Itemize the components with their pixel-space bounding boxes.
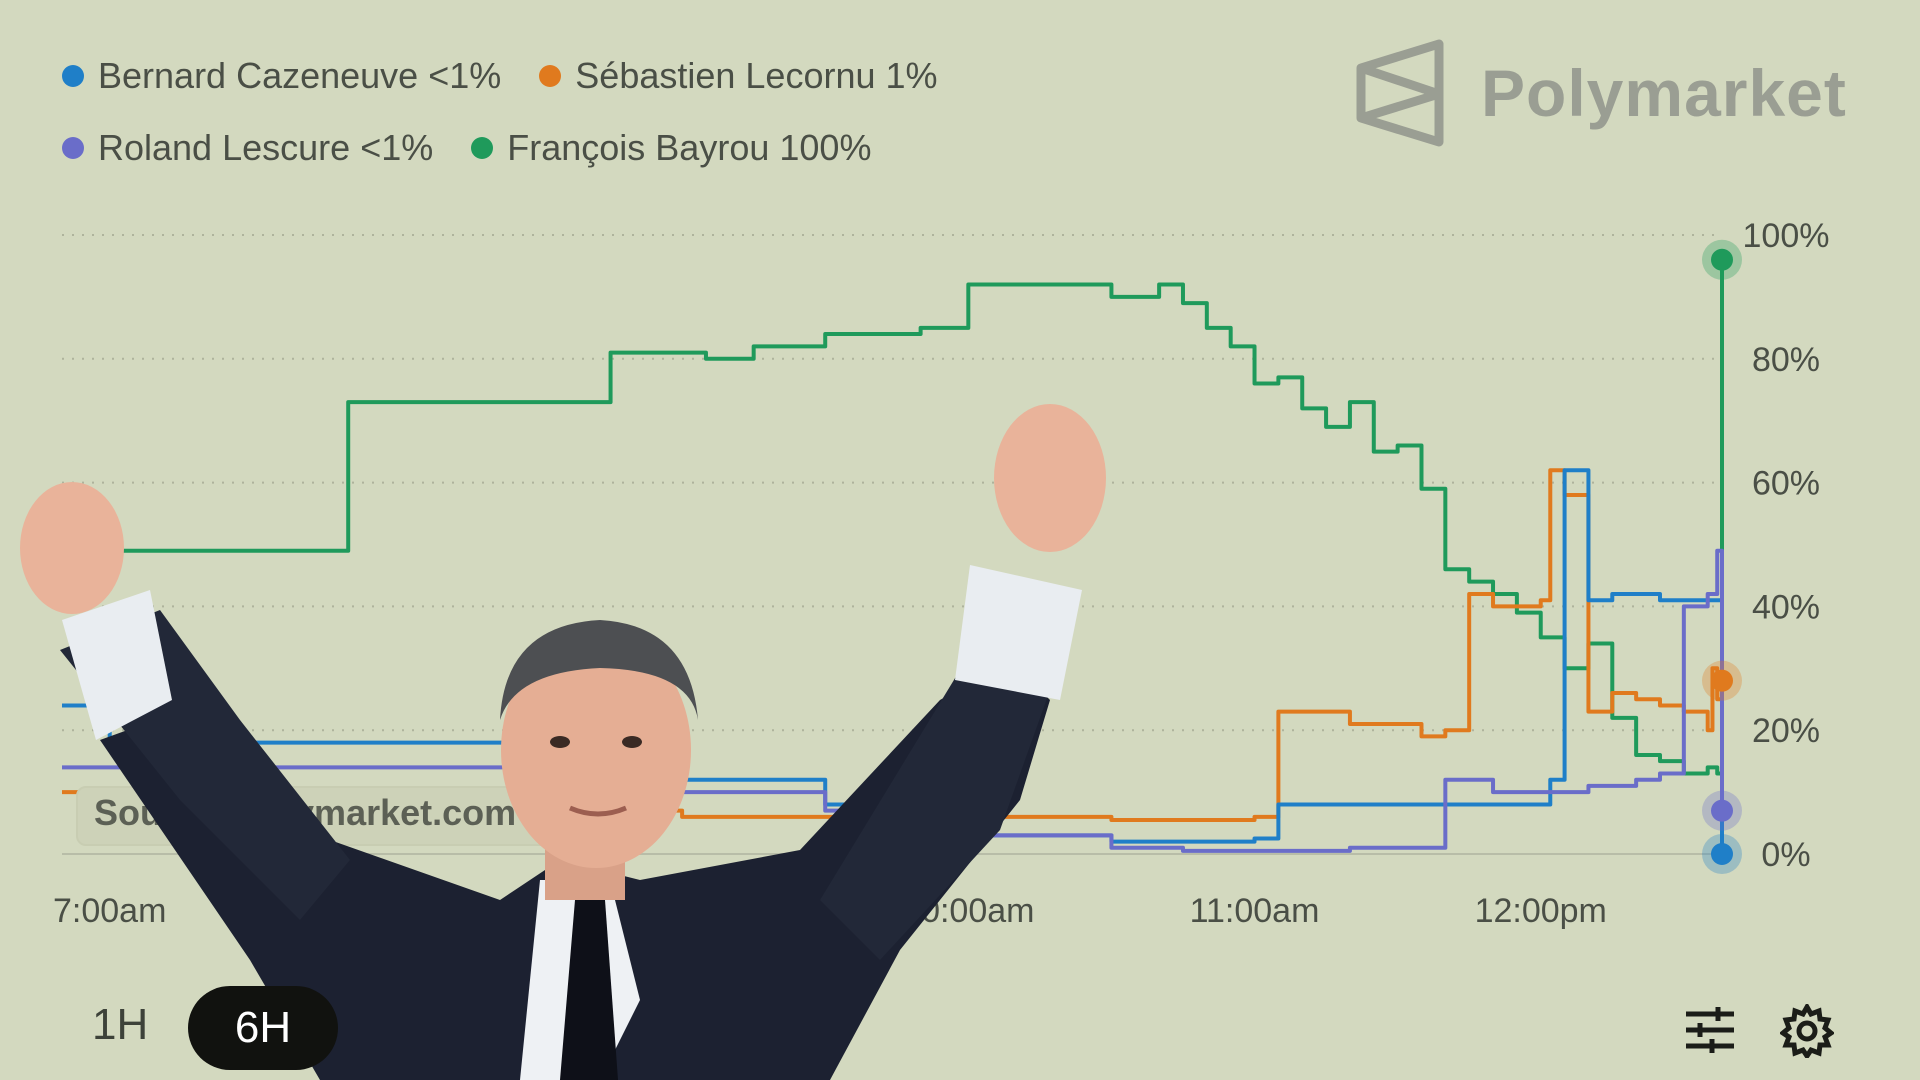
legend-value: <1% [360,127,434,168]
y-tick-label: 40% [1752,588,1820,626]
series-end-point [1711,843,1733,865]
x-axis-ticks: 7:00am 10:00am 11:00am 12:00pm [53,892,1607,930]
sliders-icon[interactable] [1682,1006,1738,1054]
legend-item-lescure[interactable]: Roland Lescure <1% [62,127,433,169]
series-line [62,548,1724,853]
legend-row: Roland Lescure <1% François Bayrou 100% [62,112,976,184]
y-tick-label: 80% [1752,341,1820,379]
y-tick-label: 60% [1752,465,1820,503]
legend-value: 100% [779,127,872,168]
x-tick-label: 7:00am [53,892,166,930]
legend-name: Roland Lescure [98,127,351,168]
gear-icon[interactable] [1780,1004,1834,1058]
series-line [62,259,1724,776]
brand-name: Polymarket [1481,56,1847,130]
legend-dot-lecornu [539,65,562,87]
chart-endpoints [1702,239,1742,874]
legend-dot-lescure [62,137,84,159]
y-axis-ticks: 0% 20% 40% 60% 80% 100% [1743,217,1830,874]
y-tick-label: 20% [1752,712,1820,750]
legend: Bernard Cazeneuve <1% Sébastien Lecornu … [62,40,976,184]
range-6h-label: 6H [234,1003,292,1052]
legend-name: François Bayrou [507,127,770,168]
legend-name: Bernard Cazeneuve [98,55,419,96]
x-tick-label: 11:00am [1190,892,1320,930]
y-tick-label: 100% [1743,217,1830,255]
series-end-point [1711,799,1733,822]
polymarket-brand[interactable]: Polymarket [1355,38,1847,148]
legend-item-bayrou[interactable]: François Bayrou 100% [471,127,871,169]
x-tick-label: 12:00pm [1475,892,1607,930]
polymarket-logo-icon [1356,39,1444,147]
y-tick-label: 0% [1761,836,1810,874]
series-end-point [1711,669,1733,692]
legend-dot-bayrou [471,137,494,159]
legend-value: <1% [428,55,502,96]
legend-item-lecornu[interactable]: Sébastien Lecornu 1% [539,55,938,97]
legend-name: Sébastien Lecornu [575,55,876,96]
legend-value: 1% [885,55,938,96]
range-6h-button[interactable]: 6H [188,986,338,1070]
range-1h-button[interactable]: 1H [92,1000,149,1049]
series-end-point [1711,248,1733,271]
legend-item-cazeneuve[interactable]: Bernard Cazeneuve <1% [62,55,501,97]
legend-dot-cazeneuve [62,65,84,87]
legend-row: Bernard Cazeneuve <1% Sébastien Lecornu … [62,40,976,112]
